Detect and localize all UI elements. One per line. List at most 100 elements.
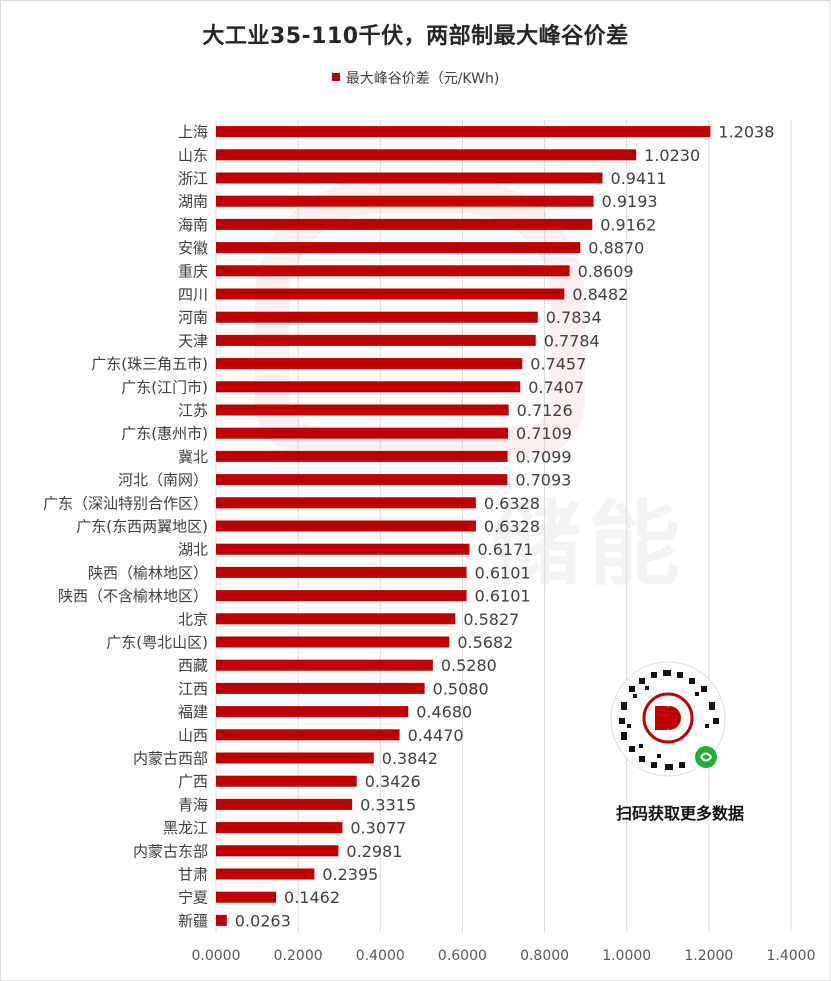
category-label: 黑龙江 [163,819,208,837]
category-label: 天津 [178,332,208,350]
bar [216,891,277,903]
x-tick-label: 0.8000 [520,948,569,964]
value-label: 0.7099 [516,447,572,466]
value-label: 0.8870 [588,239,644,258]
value-label: 0.2981 [346,842,402,861]
category-label: 甘肃 [178,866,208,884]
bar [216,752,374,764]
category-label: 冀北 [178,448,208,466]
bar [216,682,425,694]
category-label: 广东(东西两翼地区) [76,518,208,536]
bar [216,798,353,810]
value-label: 0.8609 [578,262,634,281]
bar [216,822,343,834]
value-label: 0.8482 [572,285,628,304]
value-label: 0.2395 [322,865,378,884]
bar [216,218,593,230]
bar [216,497,476,509]
category-label: 福建 [178,703,208,721]
value-label: 0.9411 [611,169,667,188]
watermark-label: 储能 [490,491,686,598]
bar [216,427,508,439]
category-label: 广东(珠三角五市) [91,355,208,373]
bar [216,729,400,741]
category-label: 河北（南网） [118,471,208,489]
category-label: 广东（深汕特别合作区） [43,494,208,512]
category-label: 安徽 [178,239,208,257]
value-label: 0.7457 [530,355,586,374]
qr-code-icon[interactable] [609,660,727,778]
value-label: 0.4470 [408,726,464,745]
value-label: 0.7834 [546,308,602,327]
bar [216,334,536,346]
value-label: 0.7126 [517,401,573,420]
category-label: 陕西（不含榆林地区） [58,587,208,605]
value-label: 0.4680 [416,703,472,722]
value-label: 0.9162 [600,215,656,234]
category-label: 江苏 [178,402,208,420]
category-label: 新疆 [178,912,208,930]
category-label: 海南 [178,216,208,234]
value-label: 0.5827 [463,610,519,629]
bar [216,149,637,161]
bar [216,358,523,370]
category-label: 湖北 [178,541,208,559]
bar [216,636,450,648]
x-tick-label: 1.4000 [767,948,816,964]
bar [216,288,565,300]
bar [216,311,538,323]
bar [216,590,467,602]
bar [216,242,581,254]
category-label: 陕西（榆林地区） [88,564,208,582]
value-label: 0.6101 [475,563,531,582]
bar [216,613,456,625]
chart-legend: 最大峰谷价差（元/KWh) [0,68,831,88]
bar [216,265,570,277]
bar [216,566,467,578]
category-label: 重庆 [178,262,208,280]
value-label: 0.3842 [382,749,438,768]
x-tick-label: 1.0000 [602,948,651,964]
category-label: 河南 [178,309,208,327]
category-label: 湖南 [178,193,208,211]
category-label: 广东(惠州市) [121,425,208,443]
value-label: 0.7109 [516,424,572,443]
value-label: 1.0230 [644,146,700,165]
category-label: 内蒙古东部 [133,842,208,860]
category-label: 内蒙古西部 [133,750,208,768]
value-label: 0.3077 [350,819,406,838]
bar [216,450,508,462]
x-tick-label: 1.2000 [684,948,733,964]
value-label: 0.9193 [602,192,658,211]
bar [216,845,339,857]
value-label: 0.5080 [433,679,489,698]
value-label: 0.6328 [484,494,540,513]
qr-caption: 扫码获取更多数据 [615,804,744,823]
category-label: 浙江 [178,170,208,188]
bar [216,404,509,416]
category-label: 江西 [178,680,208,698]
x-tick-label: 0.4000 [356,948,405,964]
category-label: 广东(粤北山区) [106,634,208,652]
value-label: 0.0263 [235,911,291,930]
value-label: 0.1462 [284,888,340,907]
category-label: 青海 [178,796,208,814]
x-tick-label: 0.6000 [438,948,487,964]
x-tick-label: 0.0000 [192,948,241,964]
x-tick-label: 0.2000 [274,948,323,964]
category-label: 西藏 [178,657,208,675]
value-label: 0.7093 [515,471,571,490]
bar [216,543,470,555]
bar [216,172,603,184]
category-label: 山东 [178,146,208,164]
value-label: 1.2038 [718,123,774,142]
bar [216,775,357,787]
value-label: 0.5682 [457,633,513,652]
bar [216,195,594,207]
bar [216,520,476,532]
value-label: 0.6101 [475,587,531,606]
category-label: 上海 [178,123,208,141]
value-label: 0.6328 [484,517,540,536]
bar [216,914,227,926]
